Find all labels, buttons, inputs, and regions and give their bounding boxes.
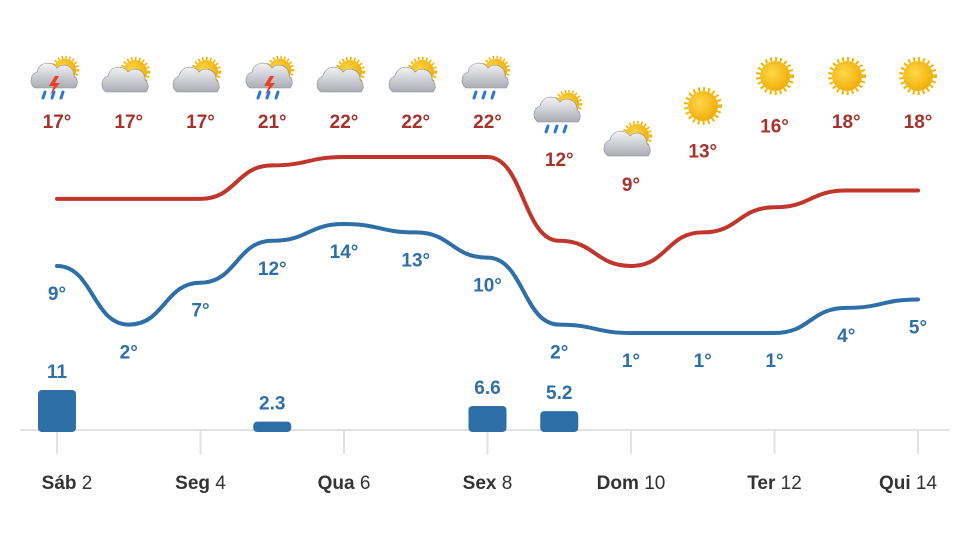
weather-icon: [604, 122, 651, 156]
weather-icon: [389, 58, 436, 92]
min-temp-label: 13°: [401, 250, 430, 271]
x-tick-label: Seg 4: [175, 473, 226, 494]
precip-label: 11: [47, 362, 68, 383]
x-tick-day: Qua: [318, 473, 355, 494]
x-tick-day: Ter: [747, 473, 776, 494]
precip-bar: [468, 406, 507, 432]
min-temp-label: 1°: [622, 351, 640, 372]
x-tick-date: 6: [360, 473, 371, 494]
x-tick-day: Dom: [597, 473, 639, 494]
x-tick-label: Qua 6: [318, 473, 371, 494]
min-temp-label: 1°: [765, 351, 783, 372]
weather-icon: [534, 91, 581, 132]
weather-icon: [246, 57, 293, 98]
x-tick-date: 10: [644, 473, 665, 494]
x-tick-label: Sex 8: [463, 473, 513, 494]
max-temp-label: 22°: [473, 112, 502, 133]
precip-bar: [38, 390, 76, 432]
min-temp-label: 4°: [837, 326, 855, 347]
max-temp-label: 17°: [43, 112, 72, 133]
max-temp-label: 16°: [760, 116, 789, 137]
min-temp-label: 14°: [330, 242, 359, 263]
temperature-line: [55, 155, 920, 268]
x-tick-date: 4: [215, 473, 226, 494]
min-temp-label: 2°: [120, 343, 138, 364]
weather-icons: [31, 57, 937, 156]
x-tick-date: 12: [781, 473, 802, 494]
temperature-line: [55, 222, 920, 336]
weather-icon: [317, 58, 364, 92]
min-temp-label: 9°: [48, 284, 66, 305]
x-tick-date: 2: [82, 473, 93, 494]
x-tick-label: Sáb 2: [42, 473, 93, 494]
precip-label: 5.2: [546, 383, 572, 404]
min-temp-label: 2°: [550, 343, 568, 364]
max-temp-label: 13°: [688, 141, 717, 162]
weather-icon: [899, 57, 937, 95]
max-temp-label: 22°: [401, 112, 430, 133]
precip-label: 6.6: [474, 378, 500, 399]
precip-bar: [253, 421, 292, 432]
max-temp-label: 18°: [904, 112, 933, 133]
x-tick-day: Sex: [463, 473, 497, 494]
min-temp-label: 7°: [191, 301, 209, 322]
x-tick-label: Qui 14: [879, 473, 938, 494]
max-temp-label: 21°: [258, 112, 287, 133]
min-temp-label: 12°: [258, 259, 287, 280]
max-temp-label: 17°: [186, 112, 215, 133]
x-tick-day: Sáb: [42, 473, 77, 494]
weather-icon: [462, 57, 509, 98]
x-tick-day: Seg: [175, 473, 210, 494]
weather-icon: [684, 87, 722, 125]
min-temp-label: 5°: [909, 317, 927, 338]
max-temp-label: 9°: [622, 175, 640, 196]
x-tick-date: 14: [916, 473, 938, 494]
weather-icon: [31, 57, 78, 98]
x-tick-day: Qui: [879, 473, 911, 494]
x-tick-label: Dom 10: [597, 473, 666, 494]
max-temp-label: 17°: [114, 112, 143, 133]
max-temp-label: 22°: [330, 112, 359, 133]
weather-icon: [756, 57, 794, 95]
weather-icon: [173, 58, 220, 92]
max-temp-label: 12°: [545, 150, 574, 171]
weather-icon: [828, 57, 866, 95]
precip-label: 2.3: [259, 394, 285, 415]
precip-bar: [540, 411, 579, 432]
min-temp-label: 1°: [694, 351, 712, 372]
x-tick-label: Ter 12: [747, 473, 802, 494]
weather-icon: [102, 58, 149, 92]
min-temp-label: 10°: [473, 276, 502, 297]
x-tick-date: 8: [502, 473, 513, 494]
max-temp-label: 18°: [832, 112, 861, 133]
